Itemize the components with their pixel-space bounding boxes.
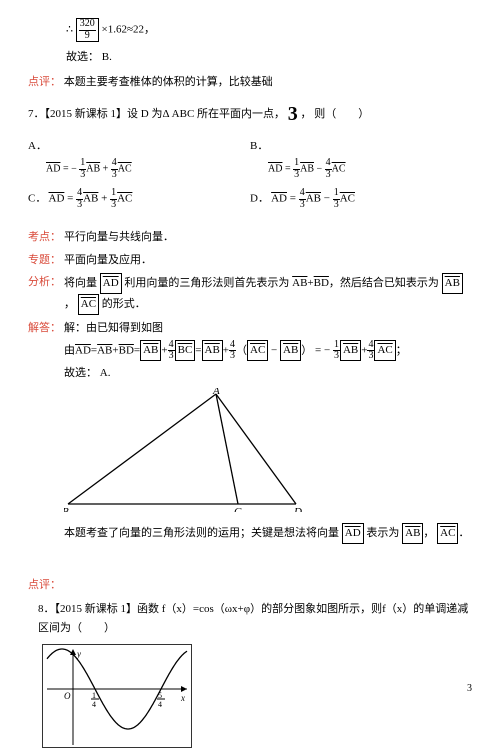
svg-text:D: D (293, 506, 302, 512)
top-choice: 故选： B. (28, 48, 472, 67)
q8-stem: 8．【2015 新课标 1】函数 f（x）=cos（ωx+φ）的部分图象如图所示… (28, 600, 472, 637)
opt-a-expr: AD = − 13AB + 43AC (28, 158, 250, 180)
q7-stem: 7．【2015 新课标 1】设 D 为Δ ABC 所在平面内一点， 3 ， 则（… (28, 97, 472, 131)
jieda: 解答： 解：由已知得到如图 由AD=AB+BD=AB+43BC=AB+43（AC… (28, 319, 472, 382)
opt-d-label: D． AD = 43AB − 13AC (250, 188, 472, 210)
dianping-2: 点评： (28, 576, 472, 595)
jieda-line3: 故选： A. (64, 364, 472, 383)
top-expression: ∴ 320 9 ×1.62≈22， (28, 18, 472, 42)
fenxi: 分析： 将向量 AD 利用向量的三角形法则首先表示为 AB+BD，然后结合已知表… (28, 273, 472, 314)
big-3: 3 (288, 103, 298, 125)
svg-text:4: 4 (92, 700, 96, 709)
review-1: 点评： 本题主要考查椎体的体积的计算，比较基础 (28, 73, 472, 92)
triangle-figure: A B C D (28, 388, 472, 519)
review-text: 本题主要考查椎体的体积的计算，比较基础 (64, 76, 273, 88)
zhuanti: 专题： 平面向量及应用． (28, 251, 472, 270)
opt-a-label: A． (28, 137, 250, 156)
after-triangle: 本题考查了向量的三角形法则的运用；关键是想法将向量 AD 表示为 AB， AC． (28, 523, 472, 544)
svg-text:y: y (76, 649, 81, 659)
jieda-line2: 由AD=AB+BD=AB+43BC=AB+43（AC − AB） = − 13A… (64, 340, 472, 362)
svg-text:1: 1 (92, 691, 96, 700)
kaodian: 考点： 平行向量与共线向量． (28, 228, 472, 247)
svg-text:5: 5 (158, 691, 162, 700)
svg-text:C: C (234, 506, 242, 512)
svg-text:O: O (64, 691, 71, 701)
page-number: 3 (467, 680, 472, 697)
cosine-graph: 1454Oyx (28, 644, 472, 754)
suffix: ×1.62≈22， (102, 24, 156, 36)
opt-b-expr: AD = 13AB − 43AC (250, 158, 472, 180)
svg-text:x: x (180, 693, 185, 703)
boxed-frac: 320 9 (76, 18, 99, 42)
jieda-line1: 解：由已知得到如图 (64, 319, 472, 338)
prefix: ∴ (66, 24, 73, 36)
svg-text:A: A (212, 388, 220, 397)
svg-text:4: 4 (158, 700, 162, 709)
svg-text:B: B (64, 506, 69, 512)
q7-options-row1: A． AD = − 13AB + 43AC B． AD = 13AB − 43A… (28, 137, 472, 180)
q7-options-row2: C． AD = 43AB + 13AC D． AD = 43AB − 13AC (28, 188, 472, 212)
review-label: 点评： (28, 76, 61, 88)
opt-c-label: C． AD = 43AB + 13AC (28, 188, 250, 210)
opt-b-label: B． (250, 137, 472, 156)
